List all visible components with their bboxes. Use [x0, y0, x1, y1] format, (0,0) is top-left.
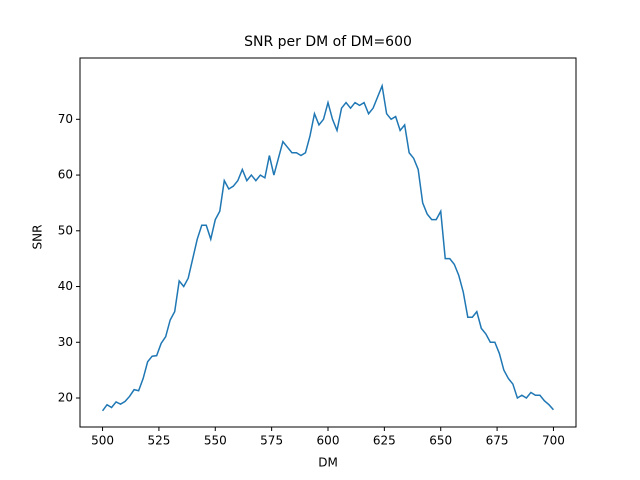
y-axis-label: SNR [31, 225, 45, 250]
x-tick-label: 525 [147, 434, 170, 448]
chart-title: SNR per DM of DM=600 [244, 34, 412, 50]
x-tick-label: 625 [373, 434, 396, 448]
x-tick-label: 575 [260, 434, 283, 448]
data-line [101, 83, 555, 412]
x-tick-label: 650 [429, 434, 452, 448]
x-axis-label: DM [318, 456, 338, 470]
y-tick-label: 20 [58, 391, 73, 405]
x-tick-label: 675 [486, 434, 509, 448]
y-tick-label: 30 [58, 335, 73, 349]
x-tick-label: 550 [204, 434, 227, 448]
x-tick-label: 600 [317, 434, 340, 448]
x-tick-label: 700 [542, 434, 565, 448]
y-tick-label: 70 [58, 112, 73, 126]
x-tick-label: 500 [91, 434, 114, 448]
y-tick-label: 50 [58, 223, 73, 237]
plot-frame [79, 57, 577, 428]
y-tick-label: 60 [58, 168, 73, 182]
y-tick-label: 40 [58, 279, 73, 293]
